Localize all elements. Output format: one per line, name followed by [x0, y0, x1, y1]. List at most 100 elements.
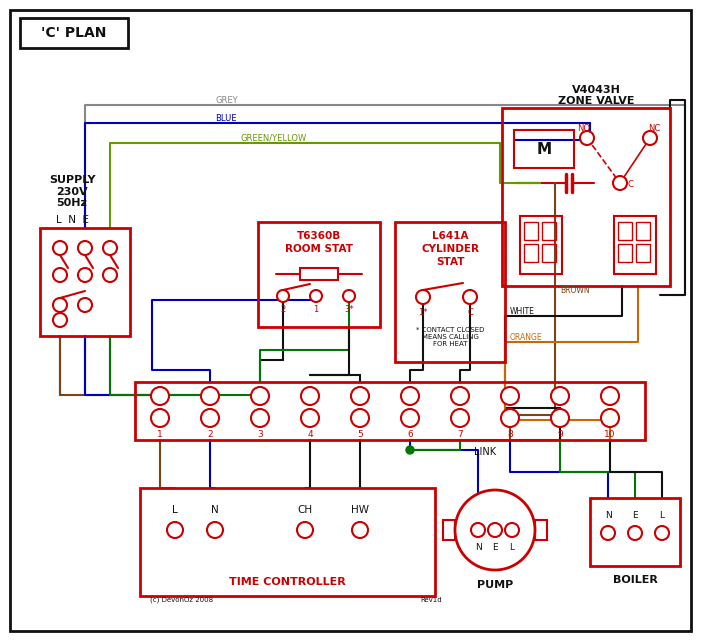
Text: 2: 2 [207, 429, 213, 438]
Text: M: M [536, 142, 552, 156]
Circle shape [251, 387, 269, 405]
Text: LINK: LINK [474, 447, 496, 457]
Text: 'C' PLAN: 'C' PLAN [41, 26, 107, 40]
Bar [502, 108, 670, 286]
Text: STAT: STAT [436, 257, 464, 267]
Text: L: L [172, 505, 178, 515]
Text: N: N [211, 505, 219, 515]
Circle shape [643, 131, 657, 145]
Text: V4043H: V4043H [571, 85, 621, 95]
Text: ORANGE: ORANGE [510, 333, 543, 342]
Circle shape [401, 387, 419, 405]
Bar [542, 244, 556, 262]
Text: L641A: L641A [432, 231, 468, 241]
Circle shape [505, 523, 519, 537]
Text: 9: 9 [557, 429, 563, 438]
Text: ROOM STAT: ROOM STAT [285, 244, 353, 254]
Text: BOILER: BOILER [613, 575, 658, 585]
Bar [614, 216, 656, 274]
Text: 3: 3 [257, 429, 263, 438]
Circle shape [201, 409, 219, 427]
Circle shape [53, 298, 67, 312]
Bar [535, 520, 547, 540]
Circle shape [601, 409, 619, 427]
Bar [542, 222, 556, 240]
Circle shape [151, 387, 169, 405]
Circle shape [151, 409, 169, 427]
Circle shape [201, 387, 219, 405]
Circle shape [78, 268, 92, 282]
Circle shape [628, 526, 642, 540]
Bar [514, 130, 574, 168]
Bar [135, 382, 645, 440]
Circle shape [463, 290, 477, 304]
Text: 2: 2 [280, 304, 286, 313]
Text: Rev1d: Rev1d [420, 597, 442, 603]
Circle shape [580, 131, 594, 145]
Circle shape [451, 409, 469, 427]
Text: L: L [659, 512, 665, 520]
Circle shape [301, 409, 319, 427]
Text: CH: CH [298, 505, 312, 515]
Circle shape [488, 523, 502, 537]
Circle shape [551, 409, 569, 427]
Circle shape [53, 313, 67, 327]
Text: 7: 7 [457, 429, 463, 438]
Bar [636, 244, 650, 262]
Circle shape [501, 387, 519, 405]
Circle shape [301, 387, 319, 405]
Text: 1: 1 [157, 429, 163, 438]
Bar [395, 222, 505, 362]
Circle shape [297, 522, 313, 538]
Circle shape [277, 290, 289, 302]
Bar [636, 222, 650, 240]
Circle shape [351, 409, 369, 427]
Text: 10: 10 [604, 429, 616, 438]
Text: * CONTACT CLOSED
MEANS CALLING
FOR HEAT: * CONTACT CLOSED MEANS CALLING FOR HEAT [416, 327, 484, 347]
Text: ZONE VALVE: ZONE VALVE [558, 96, 634, 106]
Text: (c) DevonOz 2008: (c) DevonOz 2008 [150, 597, 213, 603]
Text: 1: 1 [313, 304, 319, 313]
Text: TIME CONTROLLER: TIME CONTROLLER [229, 577, 345, 587]
Bar [20, 18, 128, 48]
Circle shape [613, 176, 627, 190]
Bar [618, 222, 632, 240]
Bar [524, 222, 538, 240]
Text: 5: 5 [357, 429, 363, 438]
Circle shape [343, 290, 355, 302]
Text: L: L [510, 542, 515, 551]
Circle shape [406, 446, 414, 454]
Text: CYLINDER: CYLINDER [421, 244, 479, 254]
Circle shape [401, 409, 419, 427]
Circle shape [351, 387, 369, 405]
Text: BLUE: BLUE [215, 113, 237, 122]
Text: 4: 4 [307, 429, 313, 438]
Text: 1*: 1* [418, 308, 428, 317]
Circle shape [471, 523, 485, 537]
Text: E: E [633, 512, 638, 520]
Circle shape [655, 526, 669, 540]
Bar [40, 228, 130, 336]
Text: 6: 6 [407, 429, 413, 438]
Circle shape [103, 268, 117, 282]
Text: N: N [475, 542, 482, 551]
Text: PUMP: PUMP [477, 580, 513, 590]
Circle shape [455, 490, 535, 570]
Bar [258, 222, 380, 327]
Text: BROWN: BROWN [560, 285, 590, 294]
Bar [443, 520, 455, 540]
Circle shape [501, 409, 519, 427]
Bar [618, 244, 632, 262]
Circle shape [601, 526, 615, 540]
Circle shape [352, 522, 368, 538]
Bar [524, 244, 538, 262]
Bar [590, 498, 680, 566]
Text: C: C [467, 308, 473, 317]
Text: C: C [627, 179, 633, 188]
Bar [300, 268, 338, 280]
Text: 8: 8 [507, 429, 513, 438]
Circle shape [310, 290, 322, 302]
Circle shape [451, 387, 469, 405]
Text: NO: NO [578, 124, 590, 133]
Circle shape [78, 298, 92, 312]
